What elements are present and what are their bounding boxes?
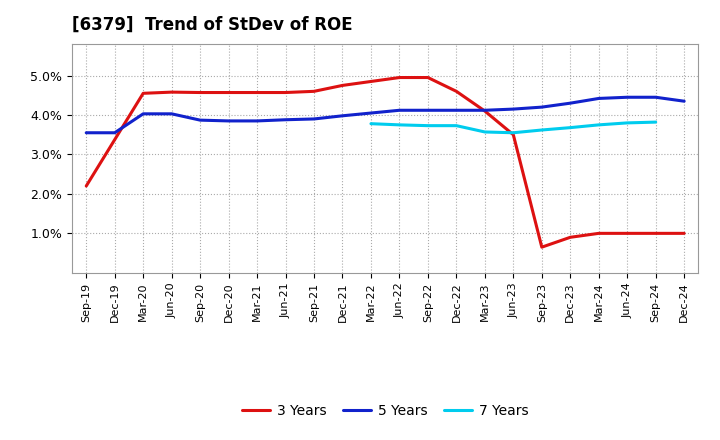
3 Years — [537, 245, 546, 250]
7 Years — [366, 121, 375, 126]
3 Years — [509, 132, 518, 137]
3 Years — [366, 79, 375, 84]
Legend: 3 Years, 5 Years, 7 Years: 3 Years, 5 Years, 7 Years — [236, 399, 534, 424]
3 Years — [338, 83, 347, 88]
5 Years — [110, 130, 119, 136]
5 Years — [623, 95, 631, 100]
3 Years — [139, 91, 148, 96]
7 Years — [480, 129, 489, 135]
7 Years — [595, 122, 603, 128]
3 Years — [652, 231, 660, 236]
Line: 5 Years: 5 Years — [86, 97, 684, 133]
7 Years — [623, 120, 631, 125]
5 Years — [537, 104, 546, 110]
7 Years — [452, 123, 461, 128]
3 Years — [680, 231, 688, 236]
3 Years — [623, 231, 631, 236]
5 Years — [253, 118, 261, 124]
5 Years — [395, 108, 404, 113]
5 Years — [167, 111, 176, 117]
3 Years — [423, 75, 432, 80]
7 Years — [395, 122, 404, 128]
3 Years — [595, 231, 603, 236]
3 Years — [225, 90, 233, 95]
3 Years — [282, 90, 290, 95]
5 Years — [480, 108, 489, 113]
5 Years — [310, 116, 318, 121]
5 Years — [566, 100, 575, 106]
5 Years — [82, 130, 91, 136]
Text: [6379]  Trend of StDev of ROE: [6379] Trend of StDev of ROE — [72, 16, 353, 34]
7 Years — [537, 127, 546, 132]
3 Years — [253, 90, 261, 95]
Line: 3 Years: 3 Years — [86, 77, 684, 247]
5 Years — [452, 108, 461, 113]
3 Years — [566, 235, 575, 240]
Line: 7 Years: 7 Years — [371, 122, 656, 133]
3 Years — [310, 89, 318, 94]
7 Years — [566, 125, 575, 130]
3 Years — [196, 90, 204, 95]
5 Years — [225, 118, 233, 124]
5 Years — [196, 117, 204, 123]
3 Years — [480, 108, 489, 114]
5 Years — [680, 99, 688, 104]
5 Years — [282, 117, 290, 122]
5 Years — [509, 106, 518, 112]
5 Years — [338, 113, 347, 118]
3 Years — [395, 75, 404, 80]
3 Years — [452, 89, 461, 94]
7 Years — [509, 130, 518, 136]
5 Years — [366, 110, 375, 116]
5 Years — [595, 96, 603, 101]
3 Years — [167, 89, 176, 95]
5 Years — [652, 95, 660, 100]
3 Years — [82, 183, 91, 189]
7 Years — [423, 123, 432, 128]
5 Years — [423, 108, 432, 113]
5 Years — [139, 111, 148, 117]
7 Years — [652, 120, 660, 125]
